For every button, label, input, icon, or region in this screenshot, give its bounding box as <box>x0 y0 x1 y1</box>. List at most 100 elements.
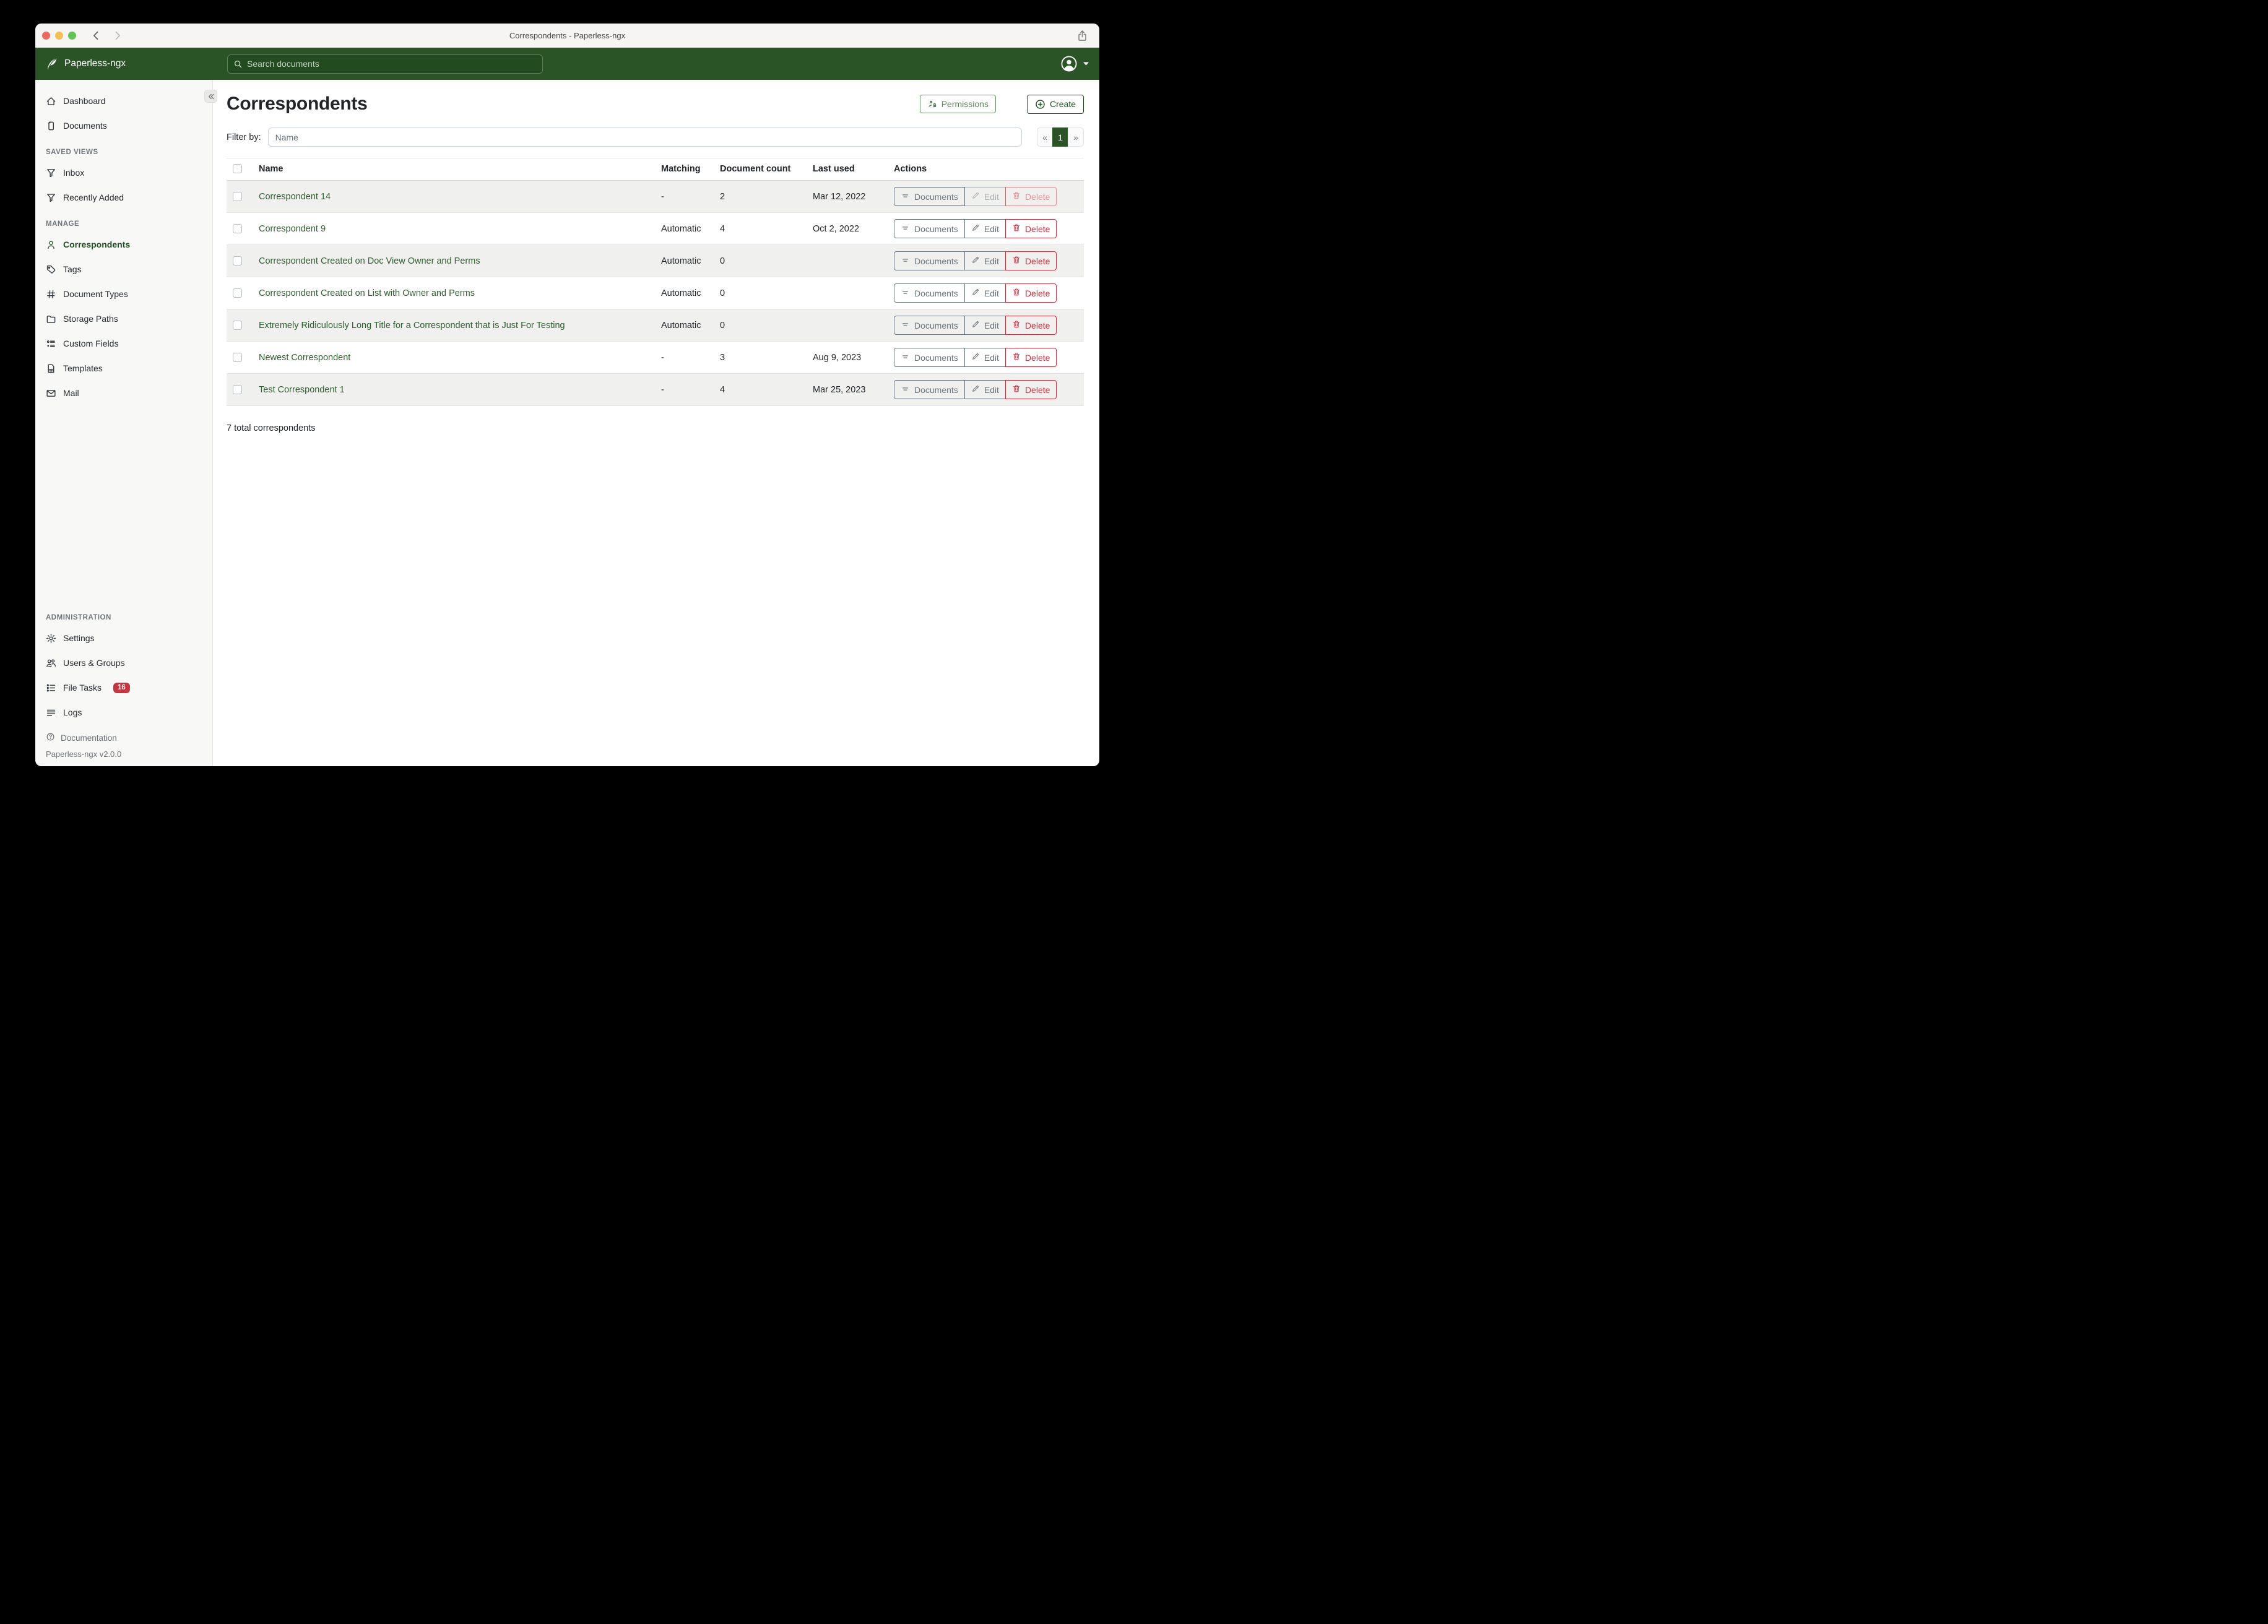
tasks-icon <box>46 683 56 693</box>
correspondent-link[interactable]: Test Correspondent 1 <box>259 384 345 395</box>
sidebar-item-label: Documents <box>63 121 107 131</box>
delete-button[interactable]: Delete <box>1005 251 1057 270</box>
sidebar-item-file-tasks[interactable]: File Tasks 16 <box>35 675 212 700</box>
page-title: Correspondents <box>227 93 368 114</box>
row-checkbox[interactable] <box>233 224 242 234</box>
documents-button[interactable]: Documents <box>894 348 965 367</box>
sidebar-item-correspondents[interactable]: Correspondents <box>35 232 212 257</box>
edit-button[interactable]: Edit <box>964 316 1006 335</box>
column-header-document-count[interactable]: Document count <box>715 158 808 181</box>
documents-button[interactable]: Documents <box>894 283 965 303</box>
edit-button[interactable]: Edit <box>964 219 1006 238</box>
documents-button[interactable]: Documents <box>894 380 965 399</box>
search-input[interactable] <box>247 59 537 69</box>
zoom-window-button[interactable] <box>68 32 76 40</box>
delete-button[interactable]: Delete <box>1005 283 1057 303</box>
sidebar-item-templates[interactable]: Templates <box>35 356 212 381</box>
trash-icon <box>1012 384 1021 395</box>
edit-button[interactable]: Edit <box>964 380 1006 399</box>
permissions-button[interactable]: Permissions <box>919 95 996 113</box>
filter-lines-icon <box>901 288 910 299</box>
sidebar-item-label: Dashboard <box>63 96 106 106</box>
sidebar-item-inbox[interactable]: Inbox <box>35 160 212 185</box>
sidebar-item-dashboard[interactable]: Dashboard <box>35 89 212 113</box>
row-checkbox[interactable] <box>233 256 242 266</box>
pencil-icon <box>971 223 980 234</box>
column-header-name[interactable]: Name <box>254 158 656 181</box>
document-count-cell: 0 <box>715 244 808 277</box>
edit-button[interactable]: Edit <box>964 283 1006 303</box>
matching-cell: - <box>656 373 715 406</box>
sidebar-item-label: Correspondents <box>63 240 131 249</box>
sidebar-item-document-types[interactable]: Document Types <box>35 282 212 306</box>
sidebar-item-recently-added[interactable]: Recently Added <box>35 185 212 210</box>
correspondent-link[interactable]: Newest Correspondent <box>259 352 351 363</box>
sidebar: Dashboard Documents Saved views Inbox Recent… <box>35 80 213 766</box>
user-menu-button[interactable] <box>1061 56 1089 72</box>
pagination-prev-button[interactable]: « <box>1037 127 1053 147</box>
documentation-link[interactable]: Documentation <box>35 728 212 747</box>
correspondent-link[interactable]: Correspondent 14 <box>259 191 331 202</box>
delete-button[interactable]: Delete <box>1005 348 1057 367</box>
sidebar-item-label: Document Types <box>63 289 128 299</box>
row-checkbox[interactable] <box>233 353 242 363</box>
correspondent-link[interactable]: Extremely Ridiculously Long Title for a … <box>259 320 565 330</box>
matching-cell: Automatic <box>656 244 715 277</box>
user-avatar-icon <box>1061 56 1077 72</box>
brand[interactable]: Paperless-ngx <box>35 58 213 71</box>
pagination: « 1 » <box>1037 127 1084 147</box>
delete-button[interactable]: Delete <box>1005 380 1057 399</box>
top-navbar: Paperless-ngx <box>35 48 1099 80</box>
documents-button[interactable]: Documents <box>894 219 965 238</box>
select-all-checkbox[interactable] <box>233 164 242 174</box>
sidebar-item-logs[interactable]: Logs <box>35 700 212 725</box>
edit-button[interactable]: Edit <box>964 348 1006 367</box>
delete-button[interactable]: Delete <box>1005 219 1057 238</box>
correspondent-link[interactable]: Correspondent Created on Doc View Owner … <box>259 256 480 266</box>
row-checkbox[interactable] <box>233 385 242 395</box>
filter-lines-icon <box>901 384 910 395</box>
app-window: Correspondents - Paperless-ngx Paperless… <box>35 24 1099 766</box>
matching-cell: Automatic <box>656 212 715 245</box>
sidebar-item-storage-paths[interactable]: Storage Paths <box>35 306 212 331</box>
filter-lines-icon <box>901 352 910 363</box>
correspondent-link[interactable]: Correspondent Created on List with Owner… <box>259 288 475 298</box>
sidebar-item-settings[interactable]: Settings <box>35 626 212 650</box>
delete-button[interactable]: Delete <box>1005 316 1057 335</box>
last-used-cell: Aug 9, 2023 <box>808 341 889 374</box>
forward-icon[interactable] <box>111 30 123 42</box>
column-header-last-used[interactable]: Last used <box>808 158 889 181</box>
back-icon[interactable] <box>90 30 102 42</box>
last-used-cell <box>808 277 889 309</box>
row-checkbox[interactable] <box>233 192 242 202</box>
column-header-matching[interactable]: Matching <box>656 158 715 181</box>
documents-button[interactable]: Documents <box>894 251 965 270</box>
chevron-down-icon <box>1083 62 1089 66</box>
sidebar-item-documents[interactable]: Documents <box>35 113 212 138</box>
share-icon[interactable] <box>1076 30 1088 41</box>
window-controls <box>42 32 76 40</box>
sidebar-item-users-groups[interactable]: Users & Groups <box>35 650 212 675</box>
pagination-page-1[interactable]: 1 <box>1052 127 1068 147</box>
table-row: Extremely Ridiculously Long Title for a … <box>227 309 1084 342</box>
delete-button[interactable]: Delete <box>1005 187 1057 206</box>
correspondent-link[interactable]: Correspondent 9 <box>259 223 326 234</box>
row-checkbox[interactable] <box>233 288 242 298</box>
create-button[interactable]: Create <box>1026 94 1084 114</box>
filter-lines-icon <box>901 223 910 235</box>
minimize-window-button[interactable] <box>55 32 63 40</box>
row-checkbox[interactable] <box>233 321 242 330</box>
sidebar-item-mail[interactable]: Mail <box>35 381 212 405</box>
edit-button[interactable]: Edit <box>964 251 1006 270</box>
filter-name-input[interactable] <box>267 127 1022 147</box>
table-row: Correspondent 9 Automatic 4 Oct 2, 2022 Docu… <box>227 212 1084 245</box>
edit-button[interactable]: Edit <box>964 187 1006 206</box>
sidebar-item-tags[interactable]: Tags <box>35 257 212 282</box>
sidebar-item-custom-fields[interactable]: Custom Fields <box>35 331 212 356</box>
documents-button[interactable]: Documents <box>894 187 965 206</box>
close-window-button[interactable] <box>42 32 50 40</box>
pagination-next-button[interactable]: » <box>1068 127 1084 147</box>
documents-button[interactable]: Documents <box>894 316 965 335</box>
sidebar-item-label: Templates <box>63 363 103 373</box>
sidebar-collapse-button[interactable] <box>204 90 217 103</box>
